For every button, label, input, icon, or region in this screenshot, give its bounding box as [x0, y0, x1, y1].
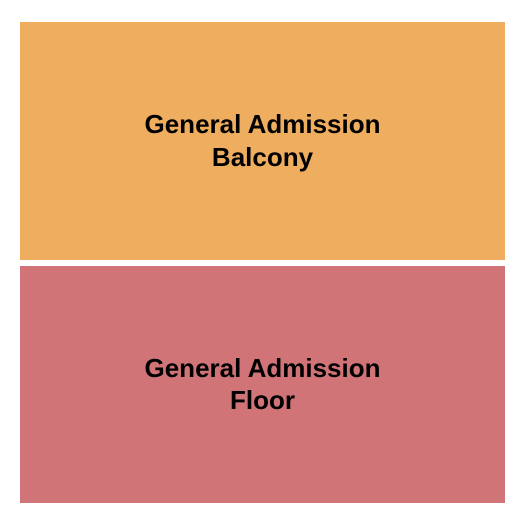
- section-label-line2: Floor: [230, 385, 295, 415]
- section-label-line1: General Admission: [145, 109, 381, 139]
- section-label: General Admission Floor: [145, 352, 381, 417]
- section-balcony[interactable]: General Admission Balcony: [20, 22, 505, 260]
- section-label: General Admission Balcony: [145, 108, 381, 173]
- section-floor[interactable]: General Admission Floor: [20, 266, 505, 504]
- seating-chart: General Admission Balcony General Admiss…: [0, 0, 525, 525]
- section-label-line2: Balcony: [212, 142, 313, 172]
- section-label-line1: General Admission: [145, 353, 381, 383]
